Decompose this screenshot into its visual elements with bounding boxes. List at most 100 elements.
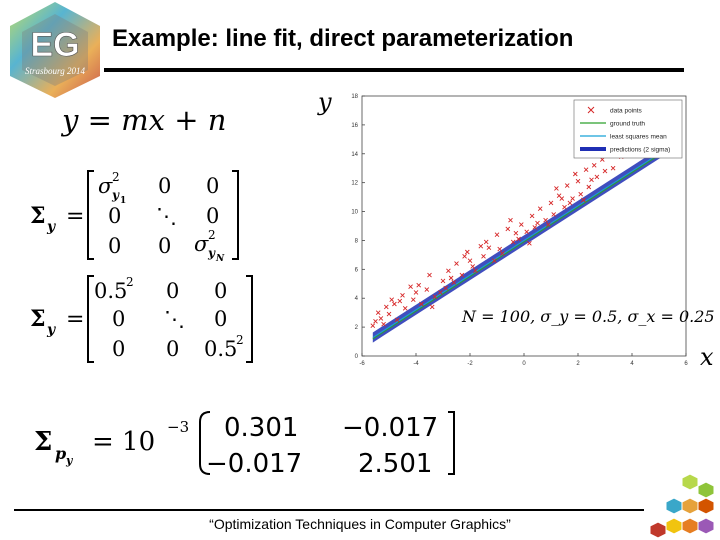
data-point (454, 261, 459, 266)
sigma-y-symbol: Σ (30, 203, 46, 229)
logo-text: EG (30, 26, 79, 64)
data-point (494, 232, 500, 237)
sigma-y-subscript: y (46, 219, 56, 235)
matrix-cell: 2.501 (358, 449, 432, 479)
data-point (602, 168, 608, 174)
data-point (419, 301, 424, 307)
data-point (478, 243, 484, 249)
legend-label: least squares mean (610, 134, 667, 141)
y-tick-label: 8 (355, 238, 359, 244)
left-bracket (199, 411, 211, 475)
y-tick-label: 14 (351, 152, 358, 158)
scale-factor: = 10 (92, 427, 155, 457)
y-axis-label: y (317, 88, 332, 116)
data-point (532, 225, 538, 230)
data-point (516, 236, 521, 242)
data-point (591, 163, 597, 168)
data-point (440, 278, 446, 284)
matrix-cell: 0 (108, 204, 121, 228)
x-tick-label: 0 (522, 361, 526, 367)
data-point (537, 206, 543, 211)
data-point (535, 220, 540, 226)
y-tick-label: 6 (355, 267, 359, 273)
hexagon-decoration-icon (649, 473, 715, 539)
data-point (543, 217, 548, 223)
y-tick-label: 0 (355, 354, 359, 360)
legend-marker (587, 106, 595, 114)
matrix-cell: ⋱ (156, 204, 177, 228)
sigma-p-subscript: p (55, 444, 66, 463)
data-point (594, 174, 600, 180)
x-tick-label: 2 (576, 361, 580, 367)
cell-superscript: 2 (208, 228, 216, 242)
matrix-cell: 0.5 (204, 337, 237, 361)
data-point (572, 171, 578, 177)
data-point (570, 196, 575, 201)
data-point (483, 239, 489, 245)
matrix-cell: 0.5 (94, 279, 127, 303)
data-point (486, 245, 492, 250)
data-point (402, 306, 408, 311)
data-point (527, 241, 532, 246)
y-tick-label: 12 (351, 181, 358, 187)
equals-sign: = (66, 204, 84, 229)
cell-superscript: 2 (112, 170, 120, 184)
sigma-y-general-equation: Σ y = σ 2 y 1 0 0 0 ⋱ 0 0 0 σ 2 y N (30, 170, 239, 264)
legend-label: data points (610, 108, 643, 115)
logo-subtext: Strasbourg 2014 (25, 66, 85, 76)
cell-superscript: 2 (236, 333, 244, 347)
left-bracket (87, 275, 94, 363)
x-tick-label: -2 (467, 361, 473, 367)
line-fit-scatter-plot: -6 -4 -2 0 2 4 6 0 2 4 6 8 10 12 14 16 18 data points grou… (317, 88, 715, 371)
y-tick-label: 4 (355, 296, 359, 302)
data-point (397, 298, 403, 304)
data-point (562, 204, 567, 210)
data-point (370, 323, 376, 328)
matrix-cell: −0.017 (342, 413, 438, 443)
data-point (413, 290, 419, 295)
y-tick-label: 16 (351, 123, 358, 129)
data-point (559, 196, 565, 201)
title-divider (104, 68, 684, 72)
matrix-cell: σ (98, 174, 113, 198)
data-point (451, 280, 457, 285)
cell-superscript: 2 (126, 275, 134, 289)
eg-logo: EG Strasbourg 2014 (10, 2, 100, 98)
data-point (462, 254, 467, 259)
x-tick-label: 4 (630, 361, 634, 367)
plot-annotation: N = 100, σ_y = 0.5, σ_x = 0.25 (461, 307, 715, 326)
data-point (481, 254, 486, 259)
data-point (529, 213, 535, 219)
matrix-cell: σ (194, 232, 209, 256)
data-point (505, 226, 511, 232)
data-point (508, 217, 513, 223)
data-point (432, 294, 438, 300)
cell-subsubscript: 1 (120, 196, 126, 206)
data-point (497, 246, 503, 252)
data-point (581, 197, 586, 203)
matrix-cell: 0 (158, 234, 171, 258)
x-tick-label: -6 (359, 361, 365, 367)
matrix-cell: 0 (108, 234, 121, 258)
data-point (491, 258, 497, 263)
data-point (610, 165, 616, 171)
data-point (500, 251, 505, 256)
matrix-cell: 0 (206, 204, 219, 228)
matrix-cell: 0 (214, 279, 227, 303)
x-axis-label: x (700, 343, 714, 371)
y-tick-label: 18 (351, 94, 358, 100)
data-point (583, 167, 589, 172)
matrix-cell: −0.017 (206, 449, 302, 479)
data-point (459, 272, 465, 278)
data-point (424, 287, 430, 292)
cell-subscript: y (207, 246, 216, 260)
matrix-cell: 0 (112, 307, 125, 331)
data-point (518, 222, 524, 227)
data-point (524, 229, 530, 235)
data-point (575, 178, 581, 184)
matrix-cell: 0 (166, 337, 179, 361)
y-tick-label: 10 (351, 210, 358, 216)
data-point (586, 184, 592, 190)
data-point (389, 297, 395, 302)
model-equation: y = mx + n (62, 103, 227, 137)
